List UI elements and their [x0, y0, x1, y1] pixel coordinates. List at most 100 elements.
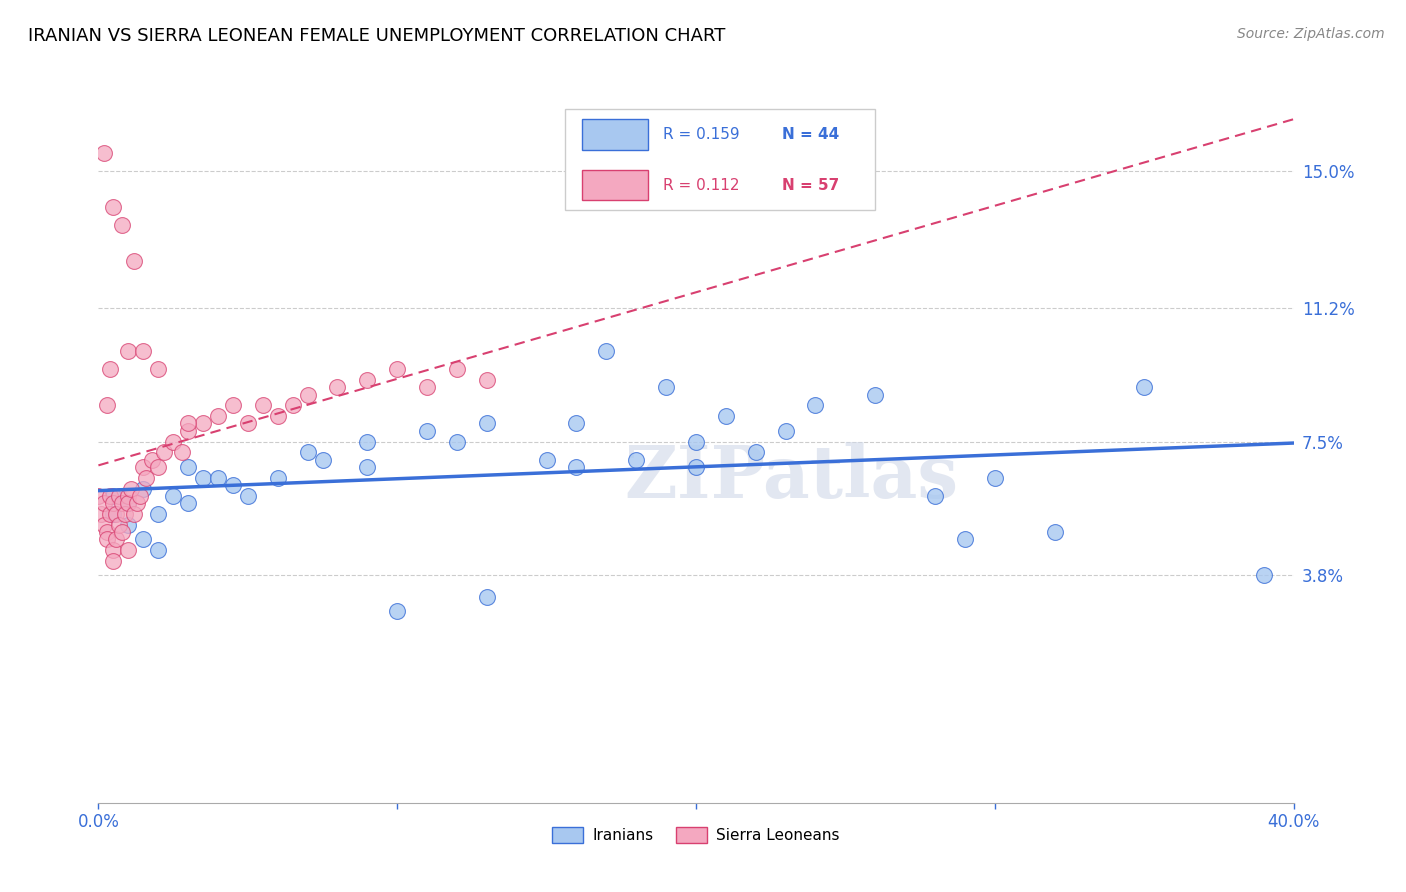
- Point: [96, 532, 118, 546]
- Point: [1133, 380, 1156, 394]
- Point: [924, 489, 946, 503]
- Point: [132, 482, 155, 496]
- Point: [148, 362, 170, 376]
- Text: N = 44: N = 44: [782, 127, 839, 142]
- Point: [93, 496, 115, 510]
- Point: [416, 380, 439, 394]
- Point: [124, 253, 146, 268]
- Point: [117, 542, 139, 557]
- Point: [90, 507, 112, 521]
- Point: [129, 489, 152, 503]
- Point: [685, 434, 707, 449]
- Point: [446, 434, 468, 449]
- Point: [626, 452, 648, 467]
- Point: [111, 496, 134, 510]
- Point: [96, 524, 118, 539]
- Point: [103, 489, 125, 503]
- Point: [98, 489, 122, 503]
- Point: [356, 434, 378, 449]
- Point: [655, 380, 678, 394]
- FancyBboxPatch shape: [582, 169, 648, 200]
- Point: [103, 542, 125, 557]
- Point: [685, 459, 707, 474]
- Point: [132, 344, 155, 359]
- Point: [108, 489, 131, 503]
- Point: [236, 417, 259, 431]
- Point: [475, 590, 498, 604]
- Point: [117, 496, 139, 510]
- Legend: Iranians, Sierra Leoneans: Iranians, Sierra Leoneans: [547, 822, 845, 849]
- Point: [87, 489, 110, 503]
- Point: [536, 452, 558, 467]
- Point: [117, 517, 139, 532]
- Point: [191, 470, 214, 484]
- Point: [172, 445, 194, 459]
- Text: R = 0.159: R = 0.159: [662, 127, 740, 142]
- Point: [108, 517, 131, 532]
- Point: [93, 145, 115, 160]
- Point: [565, 459, 588, 474]
- Point: [103, 507, 125, 521]
- Point: [865, 387, 887, 401]
- Point: [105, 532, 128, 546]
- Point: [103, 496, 125, 510]
- Point: [953, 532, 976, 546]
- Point: [111, 218, 134, 232]
- Point: [416, 424, 439, 438]
- Point: [281, 398, 304, 412]
- Point: [775, 424, 797, 438]
- Point: [984, 470, 1007, 484]
- Point: [222, 478, 245, 492]
- Point: [162, 489, 184, 503]
- Point: [177, 459, 200, 474]
- Point: [311, 452, 333, 467]
- Point: [267, 470, 290, 484]
- Point: [565, 417, 588, 431]
- Point: [148, 542, 170, 557]
- Point: [111, 524, 134, 539]
- Text: IRANIAN VS SIERRA LEONEAN FEMALE UNEMPLOYMENT CORRELATION CHART: IRANIAN VS SIERRA LEONEAN FEMALE UNEMPLO…: [28, 27, 725, 45]
- Point: [236, 489, 259, 503]
- Point: [356, 373, 378, 387]
- Point: [446, 362, 468, 376]
- Point: [191, 417, 214, 431]
- Point: [96, 398, 118, 412]
- Point: [103, 200, 125, 214]
- Point: [120, 482, 142, 496]
- Point: [132, 459, 155, 474]
- Point: [103, 554, 125, 568]
- Point: [804, 398, 827, 412]
- Point: [177, 424, 200, 438]
- Point: [1253, 568, 1275, 582]
- Point: [595, 344, 617, 359]
- FancyBboxPatch shape: [565, 109, 876, 211]
- Point: [98, 362, 122, 376]
- Point: [252, 398, 274, 412]
- Point: [177, 496, 200, 510]
- Point: [475, 417, 498, 431]
- Point: [714, 409, 737, 424]
- Point: [356, 459, 378, 474]
- Point: [127, 496, 149, 510]
- Text: N = 57: N = 57: [782, 178, 839, 193]
- Point: [141, 452, 163, 467]
- Point: [93, 517, 115, 532]
- Point: [267, 409, 290, 424]
- Point: [475, 373, 498, 387]
- Text: R = 0.112: R = 0.112: [662, 178, 740, 193]
- Point: [148, 507, 170, 521]
- Point: [326, 380, 349, 394]
- Point: [385, 362, 409, 376]
- Text: Source: ZipAtlas.com: Source: ZipAtlas.com: [1237, 27, 1385, 41]
- Point: [98, 507, 122, 521]
- Point: [148, 459, 170, 474]
- FancyBboxPatch shape: [582, 120, 648, 150]
- Point: [745, 445, 768, 459]
- Point: [162, 434, 184, 449]
- Point: [117, 496, 139, 510]
- Point: [207, 470, 229, 484]
- Point: [297, 387, 319, 401]
- Point: [114, 507, 136, 521]
- Point: [105, 507, 128, 521]
- Point: [385, 604, 409, 618]
